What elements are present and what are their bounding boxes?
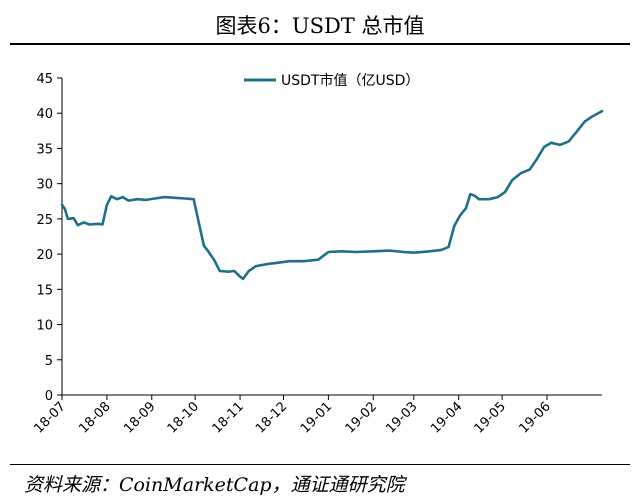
series-layer — [60, 109, 604, 281]
series-line-usdt-market-cap — [60, 109, 604, 281]
x-tick-label: 19-04 — [428, 399, 465, 436]
y-axis: 0 5 10 15 20 25 30 35 40 45 — [36, 72, 63, 404]
x-tick-label: 19-01 — [298, 399, 335, 436]
legend-label: USDT市值（亿USD） — [281, 72, 419, 89]
y-tick-label: 45 — [36, 72, 53, 87]
x-tick-label: 18-12 — [253, 399, 290, 436]
x-tick-label: 19-02 — [343, 399, 380, 436]
x-tick-label: 18-11 — [210, 399, 247, 436]
y-tick-label: 0 — [45, 389, 53, 404]
page-title: 图表6：USDT 总市值 — [215, 14, 425, 38]
x-tick-label: 18-07 — [32, 399, 69, 436]
legend: USDT市值（亿USD） — [244, 72, 419, 89]
source-rule — [10, 464, 630, 465]
x-tick-label: 18-08 — [76, 399, 113, 436]
y-tick-label: 20 — [36, 248, 53, 263]
x-tick-label: 19-03 — [383, 399, 420, 436]
x-tick-label: 19-05 — [472, 399, 509, 436]
y-tick-label: 25 — [36, 213, 53, 228]
x-tick-label: 18-09 — [121, 399, 158, 436]
y-tick-label: 40 — [36, 107, 53, 122]
source-note: 资料来源：CoinMarketCap，通证通研究院 — [24, 474, 405, 496]
y-tick-label: 15 — [36, 283, 53, 298]
y-tick-label: 5 — [45, 354, 53, 369]
y-tick-label: 35 — [36, 142, 53, 157]
x-tick-label: 19-06 — [516, 399, 553, 436]
x-axis: 18-07 18-08 18-09 18-10 18-11 18-12 19-01 19-02… — [32, 394, 602, 437]
x-tick-label: 18-10 — [165, 399, 202, 436]
y-tick-label: 10 — [36, 319, 53, 334]
y-tick-label: 30 — [36, 178, 53, 193]
title-rule — [10, 43, 630, 45]
